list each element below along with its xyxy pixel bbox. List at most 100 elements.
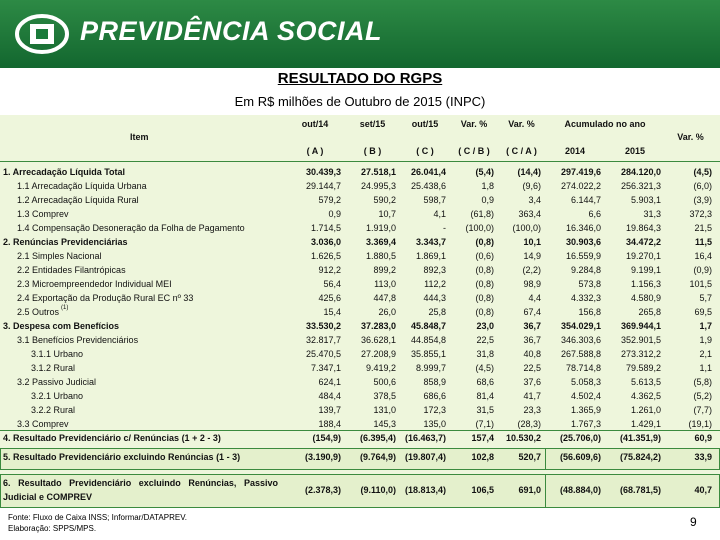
cell: 36,7: [523, 335, 541, 345]
cell: 273.312,2: [620, 349, 661, 359]
cell: 8.999,7: [415, 363, 446, 373]
cell: 31,5: [476, 405, 494, 415]
cell: 31,3: [643, 209, 661, 219]
cell: 27.208,9: [360, 349, 396, 359]
row-item: 3.1.1 Urbano: [31, 349, 84, 359]
row-item: 3.2 Passivo Judicial: [17, 377, 97, 387]
cell: 4,1: [433, 209, 446, 219]
cell: 7.347,1: [310, 363, 341, 373]
cell: 135,0: [423, 419, 446, 429]
cell: (41.351,9): [619, 433, 661, 443]
cell: 624,1: [318, 377, 341, 387]
cell: (4,5): [693, 167, 712, 177]
cell: 24.995,3: [360, 181, 396, 191]
cell: 912,2: [318, 265, 341, 275]
cell: 573,8: [578, 279, 601, 289]
cell: 9.419,2: [365, 363, 396, 373]
cell: 33.530,2: [305, 321, 341, 331]
row-item: 3. Despesa com Benefícios: [3, 321, 120, 331]
cell: 188,4: [318, 419, 341, 429]
cell: (6.395,4): [359, 433, 396, 443]
footer-prepared: Elaboração: SPPS/MPS.: [8, 524, 97, 533]
cell: 145,3: [373, 419, 396, 429]
cell: 25.438,6: [410, 181, 446, 191]
row-item: 3.3 Comprev: [17, 419, 69, 429]
cell: 378,5: [373, 391, 396, 401]
cell: (5,8): [693, 377, 712, 387]
cell: 0,9: [328, 209, 341, 219]
cell: 16.559,9: [565, 251, 601, 261]
cell: 5.903,1: [630, 195, 661, 205]
row-item: 5. Resultado Previdenciário excluindo Re…: [3, 452, 241, 462]
cell: (68.781,5): [619, 485, 661, 495]
cell: 3.369,4: [365, 237, 396, 247]
cell: 691,0: [518, 485, 541, 495]
cell: 67,4: [523, 307, 541, 317]
cell: 68,6: [476, 377, 494, 387]
subtitle: Em R$ milhões de Outubro de 2015 (INPC): [234, 94, 486, 109]
column-header: out/15: [411, 119, 439, 129]
cell: (0,8): [475, 307, 494, 317]
cell: 425,6: [318, 293, 341, 303]
cell: 1,9: [699, 335, 712, 345]
cell: 40,8: [523, 349, 541, 359]
cell: 156,8: [578, 307, 601, 317]
cell: (154,9): [312, 433, 341, 443]
cell: (16.463,7): [404, 433, 446, 443]
column-subheader: ( C / A ): [506, 146, 537, 156]
column-subheader: ( A ): [306, 146, 324, 156]
cell: (3,9): [693, 195, 712, 205]
cell: 9.199,1: [630, 265, 661, 275]
cell: 69,5: [694, 307, 712, 317]
cell: 26,0: [378, 307, 396, 317]
cell: (9.110,0): [360, 485, 396, 495]
column-subheader: 2014: [564, 146, 586, 156]
cell: 106,5: [471, 485, 494, 495]
cell: 60,9: [694, 433, 712, 443]
cell: 19.864,3: [625, 223, 661, 233]
cell: 16.346,0: [565, 223, 601, 233]
cell: 500,6: [373, 377, 396, 387]
row-item: 2.2 Entidades Filantrópicas: [17, 265, 126, 275]
cell: 267.588,8: [560, 349, 601, 359]
cell: 444,3: [423, 293, 446, 303]
cell: 1,8: [481, 181, 494, 191]
cell: (61,8): [470, 209, 494, 219]
cell: 5,7: [699, 293, 712, 303]
cell: 4.502,4: [570, 391, 601, 401]
cell: 9.284,8: [570, 265, 601, 275]
row-item: 1. Arrecadação Líquida Total: [3, 167, 126, 177]
cell: 352.901,5: [620, 335, 661, 345]
cell: 23,3: [523, 405, 541, 415]
cell: 26.041,4: [410, 167, 446, 177]
cell: (75.824,2): [619, 452, 661, 462]
cell: (6,0): [693, 181, 712, 191]
cell: 113,0: [374, 279, 396, 289]
row-item: 3.1.2 Rural: [31, 363, 76, 373]
cell: 447,8: [373, 293, 396, 303]
cell: 598,7: [423, 195, 446, 205]
cell: 40,7: [694, 485, 712, 495]
cell: (100,0): [512, 223, 541, 233]
row-item: 2.3 Microempreendedor Individual MEI: [17, 279, 172, 289]
cell: (2.378,3): [304, 485, 341, 495]
cell: 590,2: [373, 195, 396, 205]
column-header: Var. %: [677, 132, 704, 142]
cell: 1.429,1: [630, 419, 661, 429]
row-item: 4. Resultado Previdenciário c/ Renúncias…: [3, 433, 221, 443]
cell: (0,8): [475, 293, 494, 303]
cell: (2,2): [522, 265, 541, 275]
page-number: 9: [690, 515, 697, 529]
cell: 1.767,3: [570, 419, 601, 429]
cell: 5.058,3: [570, 377, 601, 387]
cell: 79.589,2: [625, 363, 661, 373]
cell: (7,7): [693, 405, 712, 415]
row-item: 2.4 Exportação da Produção Rural EC nº 3…: [17, 293, 194, 303]
cell: 363,4: [518, 209, 541, 219]
cell: 0,9: [481, 195, 494, 205]
cell: 5.613,5: [630, 377, 661, 387]
cell: 33,9: [694, 452, 712, 462]
cell: 1.626,5: [310, 251, 341, 261]
cell: 4,4: [528, 293, 541, 303]
row-item: 1.2 Arrecadação Líquida Rural: [17, 195, 139, 205]
